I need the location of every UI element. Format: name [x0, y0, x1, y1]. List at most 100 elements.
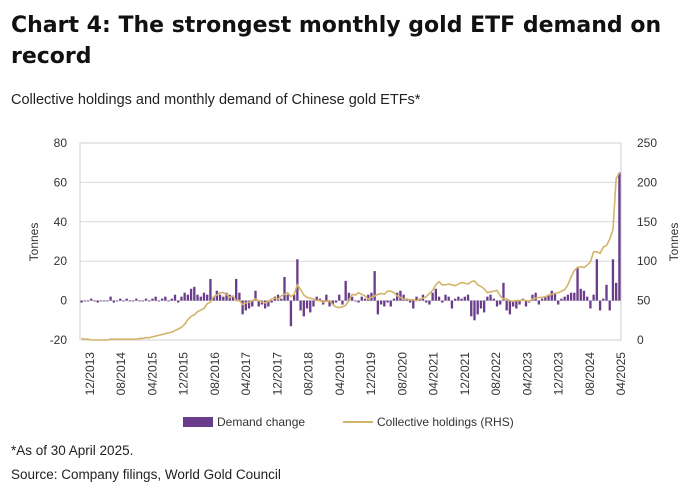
demand-bar	[173, 294, 177, 301]
x-tick-label: 12/2019	[364, 352, 378, 396]
demand-bar	[254, 290, 257, 301]
demand-bar	[486, 296, 489, 301]
demand-bar	[193, 286, 196, 301]
demand-bar	[515, 300, 518, 309]
x-tick-label: 12/2021	[458, 352, 472, 396]
x-tick-label: 08/2020	[395, 352, 409, 396]
demand-bar	[367, 294, 370, 301]
demand-bar	[270, 300, 273, 303]
demand-bar	[341, 300, 344, 305]
chart-subtitle: Collective holdings and monthly demand o…	[11, 92, 421, 108]
x-tick-label: 08/2022	[489, 352, 503, 396]
x-tick-label: 12/2017	[270, 352, 284, 396]
demand-bar	[138, 300, 141, 302]
x-axis-ticks: 12/2013 08/2014 04/2015 12/2015 08/2016 04/20…	[83, 352, 628, 396]
demand-bar	[540, 298, 544, 301]
right-tick-label: 100	[637, 254, 657, 268]
demand-bar	[289, 300, 293, 327]
demand-bar	[534, 292, 537, 301]
demand-bar	[598, 300, 602, 311]
demand-bar	[392, 298, 396, 301]
demand-bar	[582, 290, 586, 301]
demand-bar	[209, 278, 212, 301]
legend: Demand change Collective holdings (RHS)	[183, 415, 514, 429]
grid-lines	[80, 181, 621, 302]
chart-title: Chart 4: The strongest monthly gold ETF …	[11, 13, 662, 69]
demand-bar	[344, 280, 347, 301]
demand-bar	[544, 296, 547, 301]
demand-bar	[257, 300, 260, 307]
demand-bar	[602, 298, 605, 301]
demand-bar	[83, 300, 86, 302]
demand-bar	[412, 300, 415, 309]
demand-bar	[495, 300, 499, 307]
demand-bar	[276, 294, 280, 301]
demand-bar	[579, 288, 582, 301]
demand-bar	[283, 276, 286, 301]
demand-bar	[206, 294, 209, 301]
demand-bar	[135, 298, 138, 301]
demand-bar	[386, 300, 389, 303]
demand-bars	[80, 172, 621, 327]
demand-bar	[363, 298, 367, 301]
demand-bar	[125, 298, 128, 301]
demand-bar	[109, 296, 112, 301]
demand-bar	[476, 300, 479, 315]
x-tick-label: 04/2017	[239, 352, 253, 396]
demand-bar	[524, 300, 528, 307]
demand-bar	[309, 300, 312, 313]
demand-bar	[119, 298, 122, 301]
legend-bar-label: Demand change	[217, 415, 305, 429]
demand-bar	[354, 300, 357, 302]
demand-bar	[292, 294, 296, 301]
demand-bar	[473, 300, 476, 321]
demand-bar	[151, 298, 154, 301]
demand-bar	[222, 296, 225, 301]
demand-bar	[96, 300, 99, 303]
demand-bar	[379, 300, 383, 305]
x-tick-label: 08/2018	[302, 352, 316, 396]
demand-bar	[373, 271, 376, 301]
demand-bar	[408, 300, 412, 303]
demand-bar	[338, 294, 341, 301]
demand-bar	[518, 300, 521, 305]
demand-bar	[441, 300, 444, 303]
demand-bar	[231, 296, 235, 301]
x-tick-label: 04/2015	[146, 352, 160, 396]
demand-bar	[586, 296, 589, 301]
demand-bar	[90, 298, 93, 301]
demand-bar	[331, 300, 334, 305]
left-tick-label: -20	[50, 333, 68, 347]
right-axis-title: Tonnes	[667, 223, 681, 262]
demand-bar	[247, 300, 251, 309]
demand-bar	[531, 294, 534, 301]
demand-bar	[618, 172, 621, 301]
x-tick-label: 12/2023	[552, 352, 566, 396]
demand-bar	[199, 296, 202, 301]
demand-bar	[573, 292, 576, 301]
demand-bar	[428, 300, 431, 305]
chart: -20 0 20 40 60 80 0 50 100 150 200 250 12/2013 08/2…	[27, 136, 681, 429]
demand-bar	[102, 300, 106, 302]
x-tick-label: 04/2019	[333, 352, 347, 396]
demand-bar	[402, 294, 405, 301]
demand-bar	[148, 300, 151, 302]
left-tick-label: 60	[54, 175, 68, 189]
x-tick-label: 12/2013	[83, 352, 97, 396]
demand-bar	[357, 300, 360, 303]
left-axis-ticks: -20 0 20 40 60 80	[50, 136, 68, 347]
demand-bar	[454, 298, 457, 301]
demand-bar	[463, 296, 466, 301]
demand-bar	[334, 300, 338, 303]
demand-bar	[325, 294, 328, 301]
demand-bar	[315, 296, 318, 301]
demand-bar	[434, 288, 437, 301]
demand-bar	[141, 300, 144, 302]
demand-bar	[399, 290, 402, 301]
left-axis-title: Tonnes	[27, 223, 41, 262]
demand-bar	[489, 294, 492, 301]
right-tick-label: 50	[637, 294, 651, 308]
demand-bar	[115, 300, 119, 302]
demand-bar	[592, 294, 595, 301]
demand-bar	[144, 298, 148, 301]
